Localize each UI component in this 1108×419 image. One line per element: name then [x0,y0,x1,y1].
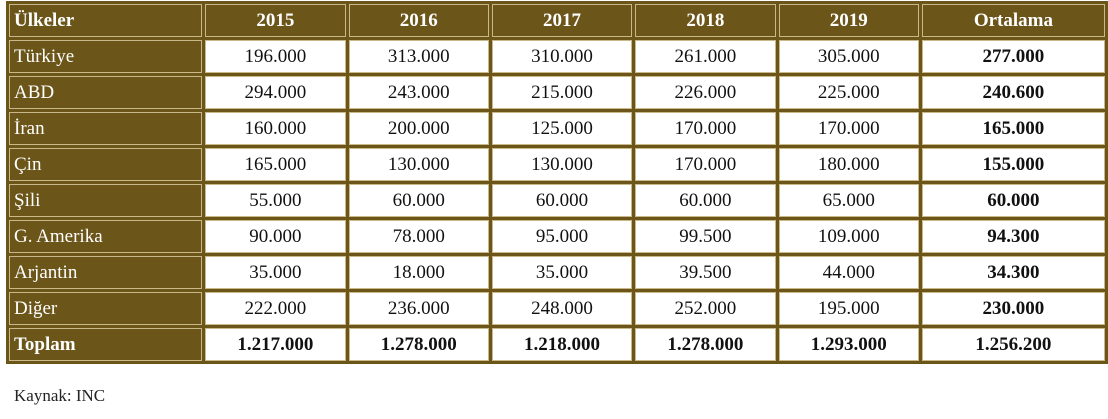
production-table: Ülkeler 2015 2016 2017 2018 2019 Ortalam… [6,1,1108,364]
value-cell: 60.000 [635,184,776,217]
header-row: Ülkeler 2015 2016 2017 2018 2019 Ortalam… [9,4,1105,37]
value-cell: 226.000 [635,76,776,109]
value-cell: 35.000 [205,256,346,289]
value-cell: 200.000 [348,112,489,145]
table-row: İran 160.000 200.000 125.000 170.000 170.000 1… [9,112,1105,145]
value-cell: 130.000 [491,148,633,181]
total-cell-2017: 1.218.000 [491,328,633,361]
value-cell: 195.000 [778,292,919,325]
value-cell: 160.000 [205,112,346,145]
value-cell: 180.000 [778,148,919,181]
country-cell: G. Amerika [9,220,203,253]
value-cell: 78.000 [348,220,489,253]
value-cell: 196.000 [205,40,346,73]
value-cell: 215.000 [491,76,633,109]
average-cell: 60.000 [921,184,1105,217]
value-cell: 170.000 [778,112,919,145]
value-cell: 99.500 [635,220,776,253]
value-cell: 60.000 [348,184,489,217]
header-cell-2018: 2018 [635,4,776,37]
value-cell: 243.000 [348,76,489,109]
average-cell: 277.000 [921,40,1105,73]
table-body: Türkiye 196.000 313.000 310.000 261.000 305.0… [9,40,1105,361]
value-cell: 95.000 [491,220,633,253]
average-cell: 155.000 [921,148,1105,181]
total-label: Toplam [9,328,203,361]
table-row: Arjantin 35.000 18.000 35.000 39.500 44.000 34… [9,256,1105,289]
country-cell: İran [9,112,203,145]
value-cell: 236.000 [348,292,489,325]
average-cell: 240.600 [921,76,1105,109]
country-cell: Çin [9,148,203,181]
value-cell: 130.000 [348,148,489,181]
country-cell: Arjantin [9,256,203,289]
total-cell-2018: 1.278.000 [635,328,776,361]
value-cell: 109.000 [778,220,919,253]
header-cell-2017: 2017 [491,4,633,37]
value-cell: 65.000 [778,184,919,217]
total-row: Toplam 1.217.000 1.278.000 1.218.000 1.2… [9,328,1105,361]
value-cell: 165.000 [205,148,346,181]
value-cell: 248.000 [491,292,633,325]
value-cell: 60.000 [491,184,633,217]
value-cell: 90.000 [205,220,346,253]
table-row: Diğer 222.000 236.000 248.000 252.000 195.000… [9,292,1105,325]
average-cell: 94.300 [921,220,1105,253]
value-cell: 261.000 [635,40,776,73]
total-cell-2015: 1.217.000 [205,328,346,361]
header-cell-average: Ortalama [921,4,1105,37]
value-cell: 294.000 [205,76,346,109]
average-cell: 34.300 [921,256,1105,289]
value-cell: 44.000 [778,256,919,289]
value-cell: 35.000 [491,256,633,289]
table-row: ABD 294.000 243.000 215.000 226.000 225.000 24… [9,76,1105,109]
total-cell-average: 1.256.200 [921,328,1105,361]
table-row: Şili 55.000 60.000 60.000 60.000 65.000 60.000 [9,184,1105,217]
value-cell: 225.000 [778,76,919,109]
header-cell-2019: 2019 [778,4,919,37]
country-cell: Şili [9,184,203,217]
value-cell: 305.000 [778,40,919,73]
value-cell: 310.000 [491,40,633,73]
value-cell: 222.000 [205,292,346,325]
table-row: Çin 165.000 130.000 130.000 170.000 180.000 15… [9,148,1105,181]
average-cell: 230.000 [921,292,1105,325]
total-cell-2016: 1.278.000 [348,328,489,361]
table-row: G. Amerika 90.000 78.000 95.000 99.500 109.00… [9,220,1105,253]
value-cell: 125.000 [491,112,633,145]
source-note: Kaynak: INC [14,386,106,405]
country-cell: Diğer [9,292,203,325]
value-cell: 252.000 [635,292,776,325]
header-cell-2016: 2016 [348,4,489,37]
value-cell: 39.500 [635,256,776,289]
country-cell: ABD [9,76,203,109]
value-cell: 18.000 [348,256,489,289]
total-cell-2019: 1.293.000 [778,328,919,361]
average-cell: 165.000 [921,112,1105,145]
header-cell-countries: Ülkeler [9,4,203,37]
country-cell: Türkiye [9,40,203,73]
value-cell: 170.000 [635,112,776,145]
data-table-container: Ülkeler 2015 2016 2017 2018 2019 Ortalam… [6,1,1108,364]
table-row: Türkiye 196.000 313.000 310.000 261.000 305.0… [9,40,1105,73]
value-cell: 313.000 [348,40,489,73]
header-cell-2015: 2015 [205,4,346,37]
value-cell: 170.000 [635,148,776,181]
value-cell: 55.000 [205,184,346,217]
